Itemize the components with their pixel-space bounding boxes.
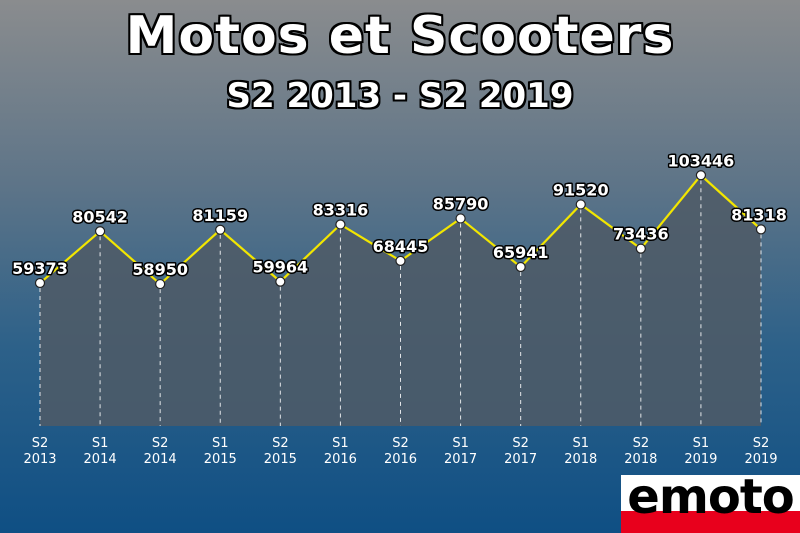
x-tick-label: S2 (753, 436, 770, 451)
data-label: 80542 (72, 207, 128, 226)
x-tick-label: 2017 (504, 452, 537, 467)
x-tick-label: S2 (272, 436, 289, 451)
data-label: 81318 (731, 205, 787, 224)
data-label: 85790 (433, 194, 489, 213)
data-point (94, 226, 106, 237)
logo-red-band (621, 511, 800, 533)
x-tick-label: S2 (633, 436, 650, 451)
x-tick-label: S1 (693, 436, 710, 451)
x-tick-label: 2019 (684, 452, 717, 467)
x-tick-label: 2019 (744, 452, 777, 467)
x-tick-label: 2016 (324, 452, 357, 467)
data-point (34, 277, 46, 289)
data-point (215, 224, 226, 235)
data-label: 91520 (553, 180, 609, 199)
x-tick-label: S2 (392, 436, 409, 451)
x-tick-label: 2014 (84, 452, 117, 467)
x-tick-label: 2015 (264, 452, 297, 467)
data-label: 59964 (252, 258, 308, 277)
data-point (575, 199, 586, 210)
x-tick-label: S1 (92, 436, 109, 451)
x-tick-label: 2018 (624, 452, 657, 467)
x-tick-label: S1 (572, 436, 589, 451)
x-tick-label: 2013 (23, 452, 56, 467)
x-tick-label: 2016 (384, 452, 417, 467)
data-label: 65941 (493, 243, 549, 262)
data-point (275, 276, 286, 287)
data-label: 103446 (668, 151, 735, 170)
data-label: 81159 (192, 206, 248, 225)
x-tick-label: 2014 (144, 452, 177, 467)
data-point (515, 261, 526, 273)
logo-text: emoto (627, 469, 794, 525)
data-label: 58950 (132, 260, 188, 279)
data-point (335, 219, 346, 230)
emoto-logo: emoto (621, 469, 800, 533)
chart-title: Motos et Scooters (125, 6, 675, 66)
data-label: 83316 (313, 200, 369, 219)
data-point (755, 224, 767, 235)
data-point (395, 255, 406, 266)
data-point (695, 170, 707, 181)
data-label: 73436 (613, 225, 669, 244)
x-tick-label: 2018 (564, 452, 597, 467)
data-point (155, 278, 166, 290)
x-tick-label: S2 (32, 436, 49, 451)
x-tick-label: S1 (452, 436, 469, 451)
data-point (455, 213, 466, 224)
chart-subtitle: S2 2013 - S2 2019 (226, 76, 574, 116)
data-label: 59373 (12, 259, 68, 278)
x-tick-label: S1 (212, 436, 229, 451)
data-label: 68445 (373, 237, 429, 256)
x-tick-label: S1 (332, 436, 349, 451)
x-tick-label: S2 (512, 436, 529, 451)
x-tick-label: 2017 (444, 452, 477, 467)
data-point (635, 243, 646, 254)
x-tick-label: S2 (152, 436, 169, 451)
x-tick-label: 2015 (204, 452, 237, 467)
